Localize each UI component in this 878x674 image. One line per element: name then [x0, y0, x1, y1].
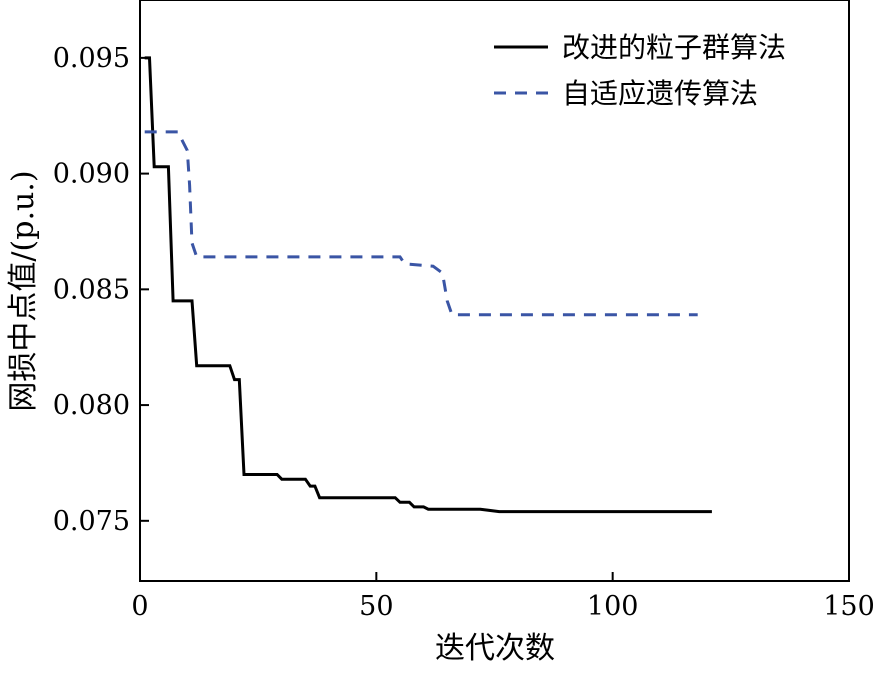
y-tick-label: 0.095 [53, 43, 130, 74]
legend-label-series-2: 自适应遗传算法 [562, 77, 758, 110]
x-tick-label: 0 [131, 591, 148, 622]
x-tick-label: 150 [823, 591, 875, 622]
x-tick-label: 50 [359, 591, 393, 622]
legend-label-series-1: 改进的粒子群算法 [562, 31, 786, 64]
y-tick-label: 0.085 [53, 274, 130, 305]
y-axis-title: 网损中点值/(p.u.) [6, 170, 41, 411]
plot-area-frame [139, 0, 850, 582]
series-layer [144, 56, 712, 514]
x-axis: 0 50 100 150 [131, 572, 875, 622]
x-tick-label: 100 [587, 591, 639, 622]
series-line-1 [144, 56, 712, 514]
x-axis-title: 迭代次数 [435, 631, 555, 666]
y-tick-label: 0.075 [53, 506, 130, 537]
y-axis: 0.075 0.080 0.085 0.090 0.095 [53, 43, 149, 537]
legend: 改进的粒子群算法 自适应遗传算法 [494, 31, 786, 110]
y-tick-label: 0.080 [53, 390, 130, 421]
y-tick-label: 0.090 [53, 159, 130, 190]
series-line-2 [144, 130, 698, 317]
